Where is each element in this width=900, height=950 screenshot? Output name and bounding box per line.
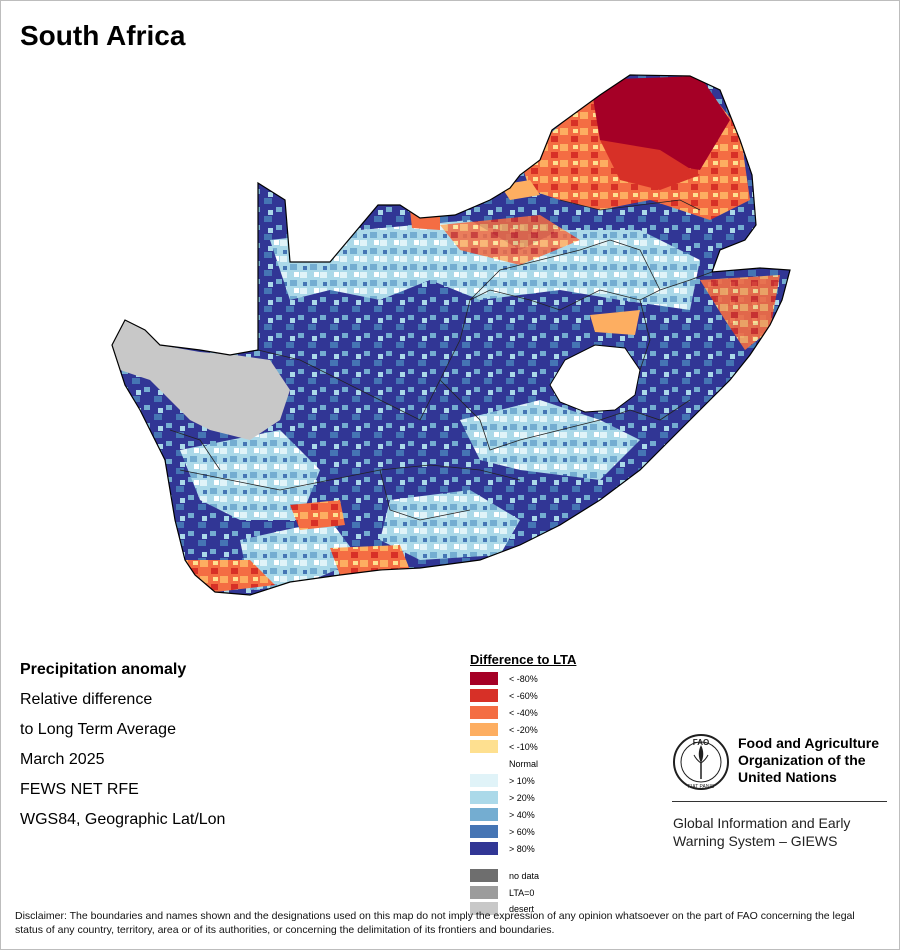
legend-item: < -60% [470,689,538,702]
legend-label: > 60% [509,826,535,837]
legend-swatch [470,842,498,855]
legend-swatch [470,869,498,882]
legend-swatch [470,791,498,804]
giews-line: Warning System – GIEWS [673,833,838,849]
info-layer-name: Precipitation anomaly [20,661,187,678]
legend-item: < -80% [470,672,538,685]
legend-swatch [470,723,498,736]
legend-item: > 40% [470,808,535,821]
legend-swatch [470,672,498,685]
legend-label: no data [509,870,540,881]
legend-label-normal: Normal [509,759,539,769]
legend-label: < -20% [509,724,538,735]
province-boundaries [169,199,713,521]
legend-swatch [470,902,498,915]
giews-name: Global Information and Early Warning Sys… [673,814,850,850]
legend-item-no-data: no data [470,869,539,882]
giews-line: Global Information and Early [673,815,851,831]
country-border [111,74,791,596]
legend-item: < -10% [470,740,538,753]
legend-label: > 20% [509,792,535,803]
info-description-1: Relative difference [20,691,153,708]
anomaly-map [111,74,791,596]
legend-item-desert: desert [470,902,534,915]
legend-label: > 80% [509,843,535,854]
map-info: Precipitation anomaly Relative differenc… [20,655,225,835]
legend-label: > 40% [509,809,535,820]
info-description-2: to Long Term Average [20,721,176,738]
legend-swatch [470,706,498,719]
legend-label: < -40% [509,707,538,718]
legend-label: < -60% [509,690,538,701]
legend-item: < -40% [470,706,538,719]
info-source: FEWS NET RFE [20,781,139,798]
disclaimer-text: Disclaimer: The boundaries and names sho… [15,910,855,936]
precipitation-raster [112,75,790,595]
org-name-line: United Nations [738,769,837,785]
legend-swatch [470,740,498,753]
legend-item-lta-zero: LTA=0 [470,886,534,899]
fao-logo: FAO FIAT PANIS [673,734,729,790]
org-name-line: Food and Agriculture [738,735,880,751]
org-name-line: Organization of the [738,752,866,768]
legend-item: < -20% [470,723,538,736]
legend-swatch [470,774,498,787]
info-period: March 2025 [20,751,105,768]
legend-label: LTA=0 [509,887,535,898]
legend-swatch [470,689,498,702]
legend-swatch [470,886,498,899]
fao-logo-letters: FAO [693,738,709,747]
legend-item: > 80% [470,842,535,855]
map-title: South Africa [20,20,186,51]
legend-label: > 10% [509,775,535,786]
legend-label: < -10% [509,741,538,752]
info-projection: WGS84, Geographic Lat/Lon [20,811,226,828]
legend-item: > 10% [470,774,535,787]
fao-organization-name: Food and Agriculture Organization of the… [738,735,879,786]
legend-swatch [470,825,498,838]
legend-label: desert [509,903,535,914]
legend-label: < -80% [509,673,538,684]
legend-swatch [470,808,498,821]
legend-item: > 20% [470,791,535,804]
legend-item: > 60% [470,825,535,838]
logo-divider [672,801,887,802]
fao-logo-motto: FIAT PANIS [688,784,715,790]
legend-title: Difference to LTA [470,652,577,667]
